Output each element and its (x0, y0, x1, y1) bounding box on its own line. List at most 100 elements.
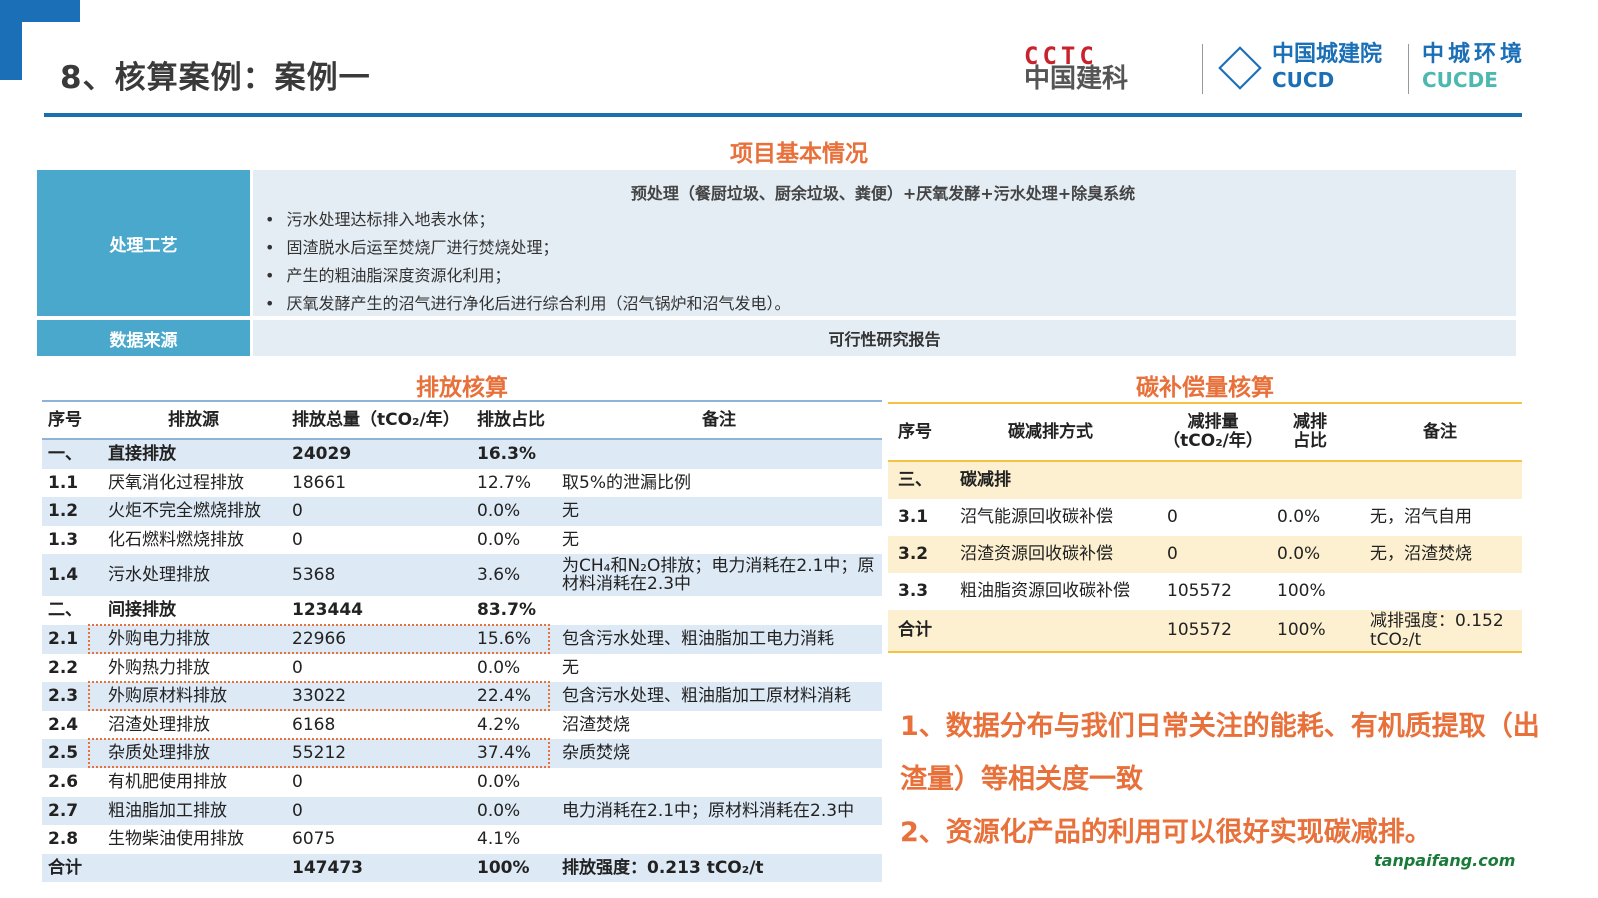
row-source: 外购热力排放 (108, 657, 210, 678)
row-total: 0 (292, 800, 303, 821)
process-head: 预处理（餐厨垃圾、厨余垃圾、粪便）+厌氧发酵+污水处理+除臭系统 (630, 184, 1136, 203)
table-row: 2.3 外购原材料排放 33022 22.4% 包含污水处理、粗油脂加工原材料消耗 (42, 682, 882, 711)
table-header: 序号 碳减排方式 减排量（tCO₂/年） 减排占比 备注 (888, 402, 1522, 462)
source-value: 可行性研究报告 (253, 320, 1516, 356)
row-number: 1.3 (48, 529, 79, 550)
table-row: 1.3 化石燃料燃烧排放 0 0.0% 无 (42, 525, 882, 555)
row-total: 0 (292, 771, 303, 792)
cctc-logo-text: 中国建科 (1024, 64, 1129, 94)
row-note: 减排强度：0.152 tCO₂/t (1370, 610, 1504, 650)
watermark-logo: tanpaifang.com (1374, 851, 1516, 870)
emission-title: 排放核算 (416, 375, 508, 401)
row-total: 0 (292, 501, 303, 522)
conclusion-1: 1、数据分布与我们日常关注的能耗、有机质提取（出渣量）等相关度一致 (900, 711, 1540, 795)
row-number: 1.2 (48, 501, 79, 522)
column-header: 序号 (48, 409, 82, 430)
row-ratio: 100% (1277, 620, 1326, 641)
row-total: 147473 (292, 857, 363, 878)
process-item: 产生的粗油脂深度资源化利用； (265, 262, 790, 290)
table-row: 三、 碳减排 (888, 462, 1522, 499)
row-number: 二、 (48, 600, 82, 621)
row-amount: 0 (1167, 507, 1178, 528)
row-total: 0 (292, 529, 303, 550)
row-total: 55212 (292, 743, 347, 764)
row-ratio: 100% (477, 857, 530, 878)
row-total: 24029 (292, 443, 352, 464)
row-source: 厌氧消化过程排放 (108, 472, 244, 493)
row-number: 1.4 (48, 565, 79, 586)
row-ratio: 22.4% (477, 686, 532, 707)
row-number: 1.1 (48, 472, 79, 493)
row-ratio: 4.2% (477, 714, 521, 735)
row-total: 33022 (292, 686, 347, 707)
table-row: 2.2 外购热力排放 0 0.0% 无 (42, 653, 882, 683)
process-label: 处理工艺 (37, 170, 250, 316)
cucde-logo-en: CUCDE (1422, 68, 1498, 92)
cucd-logo: 中国城建院 (1272, 42, 1383, 67)
source-label: 数据来源 (37, 320, 250, 356)
row-note: 取5%的泄漏比例 (562, 472, 691, 493)
row-source: 粗油脂加工排放 (108, 800, 227, 821)
row-number: 一、 (48, 443, 82, 464)
table-row: 3.2 沼渣资源回收碳补偿 0 0.0% 无，沼渣焚烧 (888, 536, 1522, 573)
row-ratio: 100% (1277, 581, 1326, 602)
process-item: 厌氧发酵产生的沼气进行净化后进行综合利用（沼气锅炉和沼气发电）。 (265, 290, 790, 318)
table-header: 序号 排放源 排放总量（tCO₂/年） 排放占比 备注 (42, 400, 882, 440)
row-note: 包含污水处理、粗油脂加工原材料消耗 (562, 686, 851, 707)
row-source: 火炬不完全燃烧排放 (108, 501, 261, 522)
table-row: 1.2 火炬不完全燃烧排放 0 0.0% 无 (42, 497, 882, 526)
conclusions: 1、数据分布与我们日常关注的能耗、有机质提取（出渣量）等相关度一致 2、资源化产… (900, 700, 1540, 859)
row-total: 22966 (292, 628, 347, 649)
row-ratio: 0.0% (477, 800, 521, 821)
column-header: 减排占比 (1293, 412, 1327, 451)
row-total: 123444 (292, 600, 363, 621)
row-source: 间接排放 (108, 600, 176, 621)
row-number: 3.1 (898, 507, 929, 528)
table-row: 一、 直接排放 24029 16.3% (42, 440, 882, 469)
column-header: 排放源 (168, 409, 219, 430)
row-source: 有机肥使用排放 (108, 771, 227, 792)
cucde-logo: 中城环境 (1422, 42, 1527, 67)
header-rule (44, 113, 1522, 117)
row-source: 外购原材料排放 (108, 686, 227, 707)
row-note: 杂质焚烧 (562, 743, 630, 764)
row-ratio: 0.0% (477, 771, 521, 792)
row-total: 6075 (292, 829, 336, 850)
row-ratio: 0.0% (477, 501, 521, 522)
column-header: 备注 (1423, 421, 1457, 442)
row-ratio: 37.4% (477, 743, 532, 764)
highlight-box (88, 738, 550, 769)
row-ratio: 83.7% (477, 600, 536, 621)
row-note: 无，沼气自用 (1370, 507, 1472, 528)
row-ratio: 0.0% (477, 657, 521, 678)
row-number: 2.6 (48, 771, 79, 792)
table-row: 3.1 沼气能源回收碳补偿 0 0.0% 无，沼气自用 (888, 499, 1522, 536)
process-list: 污水处理达标排入地表水体；固渣脱水后运至焚烧厂进行焚烧处理；产生的粗油脂深度资源… (265, 206, 790, 318)
conclusion-2: 2、资源化产品的利用可以很好实现碳减排。 (900, 817, 1432, 848)
process-item: 固渣脱水后运至焚烧厂进行焚烧处理； (265, 234, 790, 262)
row-number: 2.7 (48, 800, 79, 821)
table-row: 合计 147473 100% 排放强度：0.213 tCO₂/t (42, 853, 882, 883)
row-number: 2.1 (48, 628, 79, 649)
row-note: 无 (562, 657, 579, 678)
row-amount: 0 (1167, 544, 1178, 565)
row-number: 2.3 (48, 686, 79, 707)
corner-decoration (0, 0, 22, 80)
table-row: 2.5 杂质处理排放 55212 37.4% 杂质焚烧 (42, 739, 882, 768)
row-number: 2.2 (48, 657, 79, 678)
row-number: 2.8 (48, 829, 79, 850)
page-title: 8、核算案例：案例一 (60, 60, 371, 96)
row-total: 0 (292, 657, 303, 678)
column-header: 排放总量（tCO₂/年） (292, 409, 460, 430)
row-ratio: 0.0% (1277, 507, 1321, 528)
column-header: 减排量（tCO₂/年） (1163, 412, 1263, 451)
row-ratio: 16.3% (477, 443, 536, 464)
table-row: 2.6 有机肥使用排放 0 0.0% (42, 768, 882, 797)
row-note: 排放强度：0.213 tCO₂/t (562, 857, 764, 878)
table-row: 3.3 粗油脂资源回收碳补偿 105572 100% (888, 573, 1522, 610)
row-note: 无，沼渣焚烧 (1370, 544, 1472, 565)
row-source: 污水处理排放 (108, 565, 210, 586)
row-number: 合计 (898, 620, 932, 641)
row-note: 为CH₄和N₂O排放；电力消耗在2.1中；原材料消耗在2.3中 (562, 555, 875, 595)
row-source: 外购电力排放 (108, 628, 210, 649)
